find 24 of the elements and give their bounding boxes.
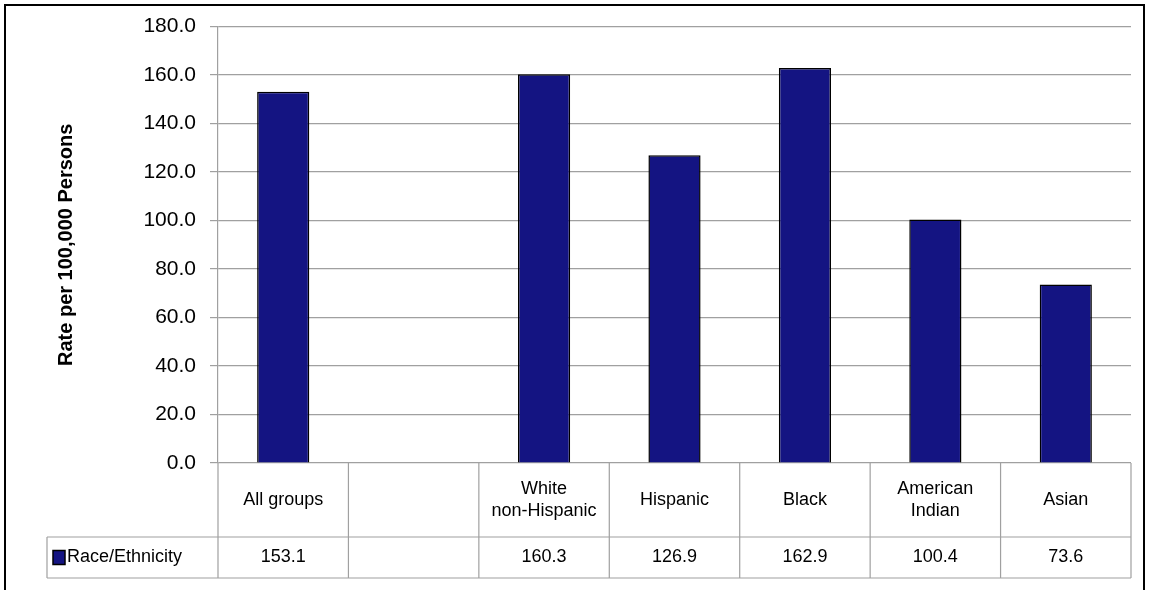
y-tick-label: 20.0 <box>155 401 196 425</box>
y-tick-label: 40.0 <box>155 352 196 376</box>
x-tick-label: Hispanic <box>639 488 710 509</box>
y-tick-label: 60.0 <box>155 304 196 328</box>
x-tick-label: All groups <box>243 488 324 509</box>
y-tick-label: 140.0 <box>143 110 196 134</box>
y-tick-label: 160.0 <box>143 61 196 85</box>
y-tick-label: 80.0 <box>155 255 196 279</box>
data-label: 160.3 <box>521 546 567 567</box>
y-tick-label: 180.0 <box>143 13 196 37</box>
data-label: 162.9 <box>782 546 828 567</box>
legend-label: Race/Ethnicity <box>67 546 183 567</box>
y-tick-label: 120.0 <box>143 158 196 182</box>
y-tick-label: 0.0 <box>166 449 196 473</box>
x-tick-label: American Indian <box>897 477 974 520</box>
data-label: 73.6 <box>1048 546 1084 567</box>
data-label: 100.4 <box>912 546 958 567</box>
x-tick-label: Black <box>782 488 828 509</box>
data-label: 126.9 <box>651 546 698 567</box>
data-label: 153.1 <box>260 546 306 567</box>
y-tick-label: 100.0 <box>143 207 196 231</box>
x-tick-label: White non-Hispanic <box>491 477 597 520</box>
x-tick-label: Asian <box>1043 488 1089 509</box>
y-axis-title: Rate per 100,000 Persons <box>53 123 76 366</box>
